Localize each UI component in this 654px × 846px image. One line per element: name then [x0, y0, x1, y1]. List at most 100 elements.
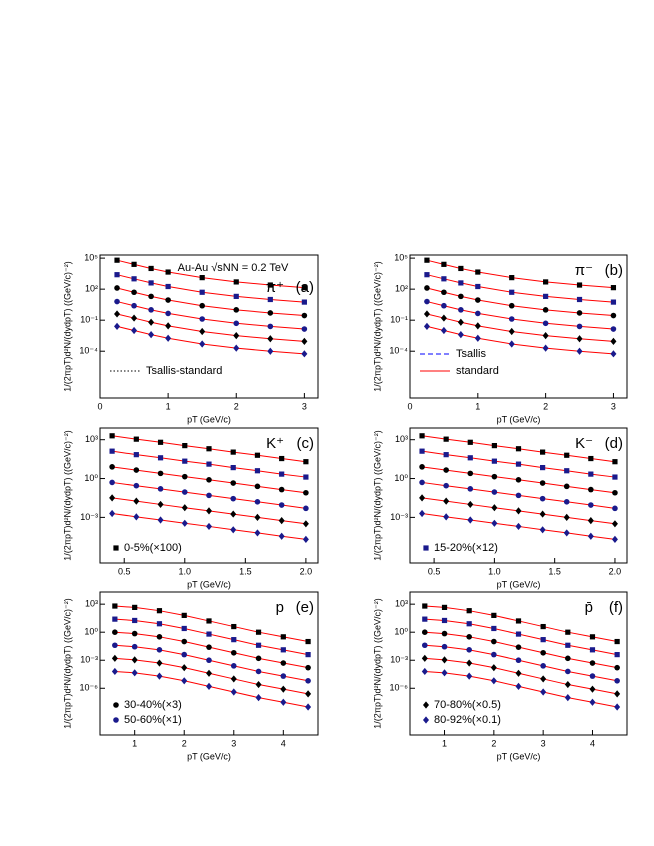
fit-curve — [116, 313, 305, 342]
data-point — [303, 505, 309, 512]
data-point — [443, 452, 449, 458]
y-axis-label: 1/(2πpT)d²N/(dydpT) ((GeV/c)⁻²) — [372, 598, 382, 728]
x-tick-label: 1.0 — [179, 566, 192, 576]
data-point — [540, 675, 547, 683]
x-tick-label: 4 — [590, 738, 595, 748]
data-point — [254, 483, 261, 490]
data-point — [539, 480, 546, 486]
data-point — [305, 690, 312, 698]
data-point — [156, 608, 163, 614]
data-point — [278, 517, 285, 525]
data-point — [280, 634, 286, 640]
data-point — [301, 285, 307, 291]
data-point — [466, 672, 473, 680]
data-point — [305, 703, 312, 711]
data-point — [133, 436, 139, 442]
data-point — [131, 276, 137, 282]
data-point — [109, 509, 116, 518]
data-point — [278, 532, 285, 540]
x-tick-label: 2 — [543, 401, 548, 411]
data-point — [576, 347, 583, 355]
data-point — [515, 631, 522, 637]
data-point — [467, 516, 474, 524]
data-point — [280, 647, 286, 653]
data-point — [157, 516, 164, 524]
data-point — [301, 299, 307, 305]
data-point — [610, 312, 617, 319]
fit-curve — [424, 644, 618, 682]
data-point — [233, 307, 240, 313]
data-point — [491, 612, 497, 618]
particle-label: p — [276, 599, 284, 616]
data-point — [131, 643, 138, 650]
x-tick-label: 2.0 — [300, 566, 313, 576]
data-point — [114, 322, 121, 331]
data-point — [109, 479, 115, 486]
data-point — [576, 296, 583, 303]
data-point — [540, 623, 546, 630]
fit-curve — [116, 325, 305, 355]
data-point — [419, 509, 426, 518]
data-point — [305, 638, 311, 645]
y-tick-label: 10⁵ — [394, 252, 408, 262]
data-point — [589, 647, 596, 653]
y-tick-label: 10⁻⁶ — [390, 683, 409, 693]
y-tick-label: 10⁻⁶ — [80, 683, 99, 693]
data-point — [421, 667, 428, 676]
legend-label: 80-92%(×0.1) — [434, 714, 501, 726]
data-point — [156, 647, 163, 653]
particle-label: K⁺ — [266, 435, 284, 452]
data-point — [419, 464, 425, 470]
data-point — [589, 673, 596, 679]
data-point — [441, 643, 448, 650]
data-point — [491, 473, 498, 480]
data-point — [539, 526, 546, 534]
data-point — [113, 717, 119, 723]
data-point — [112, 629, 118, 635]
data-point — [441, 630, 448, 637]
data-point — [491, 519, 498, 527]
data-point — [542, 344, 549, 352]
data-point — [109, 433, 115, 439]
data-point — [466, 659, 473, 667]
data-point — [230, 480, 237, 486]
data-point — [539, 510, 546, 518]
data-point — [466, 608, 472, 614]
panel-label: (f) — [609, 599, 623, 616]
data-point — [133, 467, 140, 473]
data-point — [230, 663, 237, 669]
data-point — [206, 682, 212, 690]
data-point — [475, 310, 481, 317]
x-axis-label: pT (GeV/c) — [497, 751, 541, 761]
data-point — [114, 257, 120, 263]
x-tick-label: 3 — [302, 401, 307, 411]
legend-label: 15-20%(×12) — [434, 542, 498, 554]
data-point — [491, 442, 497, 449]
data-point — [132, 617, 138, 624]
data-point — [254, 498, 261, 505]
data-point — [614, 652, 620, 658]
fit-curve — [114, 657, 309, 695]
data-point — [466, 621, 472, 627]
fit-curve — [114, 644, 309, 682]
data-point — [254, 468, 261, 474]
data-point — [230, 675, 237, 683]
data-point — [206, 618, 212, 624]
data-point — [279, 455, 285, 462]
data-point — [111, 654, 118, 662]
data-point — [424, 285, 430, 291]
data-point — [466, 634, 472, 640]
data-point — [587, 517, 594, 525]
data-point — [423, 701, 429, 709]
legend-label: 30-40%(×3) — [124, 699, 182, 711]
data-point — [302, 535, 309, 543]
data-point — [199, 316, 205, 322]
x-tick-label: 1.5 — [548, 566, 561, 576]
x-tick-label: 2.0 — [609, 566, 622, 576]
data-point — [424, 272, 430, 278]
legend-label: Tsallis — [456, 348, 486, 360]
data-point — [588, 455, 594, 462]
data-point — [280, 698, 287, 706]
panel-label: (b) — [605, 262, 623, 279]
